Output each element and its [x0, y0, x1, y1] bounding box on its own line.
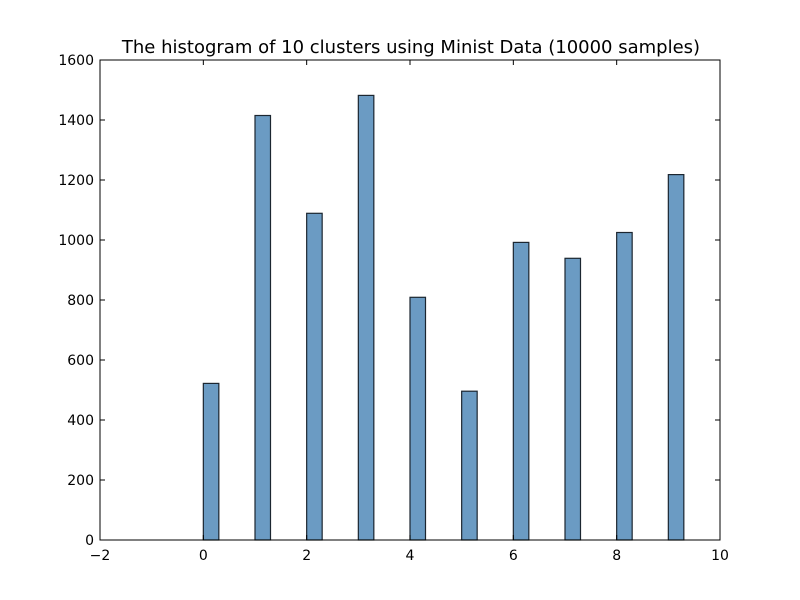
- bar-cluster-1: [254, 114, 272, 541]
- y-tick-label: 800: [67, 293, 94, 309]
- bar-cluster-4: [409, 296, 427, 541]
- x-tick-label: 0: [199, 548, 208, 564]
- y-tick-label: 400: [67, 413, 94, 429]
- bars-group: [202, 94, 685, 541]
- y-tick-label: 1200: [58, 173, 94, 189]
- x-tick-label: −2: [90, 548, 111, 564]
- y-tick-label: 600: [67, 353, 94, 369]
- bar-cluster-0: [202, 382, 220, 541]
- x-tick-label: 6: [509, 548, 518, 564]
- y-tick-label: 1400: [58, 113, 94, 129]
- bar-cluster-9: [667, 174, 685, 541]
- x-tick-label: 10: [711, 548, 729, 564]
- bar-cluster-5: [461, 390, 478, 541]
- bar-cluster-8: [616, 231, 633, 541]
- chart-title: The histogram of 10 clusters using Minis…: [121, 37, 700, 58]
- bar-cluster-2: [306, 212, 323, 541]
- x-tick-label: 2: [302, 548, 311, 564]
- y-tick-label: 200: [67, 473, 94, 489]
- bar-cluster-6: [512, 241, 530, 541]
- bar-cluster-7: [564, 257, 582, 541]
- x-tick-label: 4: [406, 548, 415, 564]
- x-tick-label: 8: [612, 548, 621, 564]
- y-tick-label: 1600: [58, 53, 94, 69]
- axes-frame: [99, 59, 721, 541]
- bar-cluster-3: [357, 94, 375, 541]
- y-tick-label: 1000: [58, 233, 94, 249]
- y-tick-label: 0: [85, 533, 94, 549]
